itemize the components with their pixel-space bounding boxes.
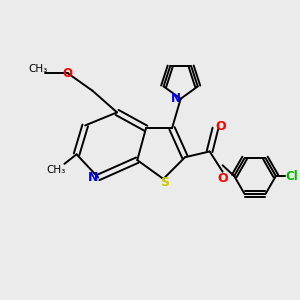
Text: CH₃: CH₃ xyxy=(29,64,48,74)
Text: N: N xyxy=(88,171,98,184)
Text: O: O xyxy=(215,120,226,134)
Text: O: O xyxy=(217,172,228,184)
Text: Cl: Cl xyxy=(285,169,298,182)
Text: S: S xyxy=(160,176,169,189)
Text: CH₃: CH₃ xyxy=(47,165,66,175)
Text: O: O xyxy=(63,67,73,80)
Text: N: N xyxy=(170,92,181,105)
